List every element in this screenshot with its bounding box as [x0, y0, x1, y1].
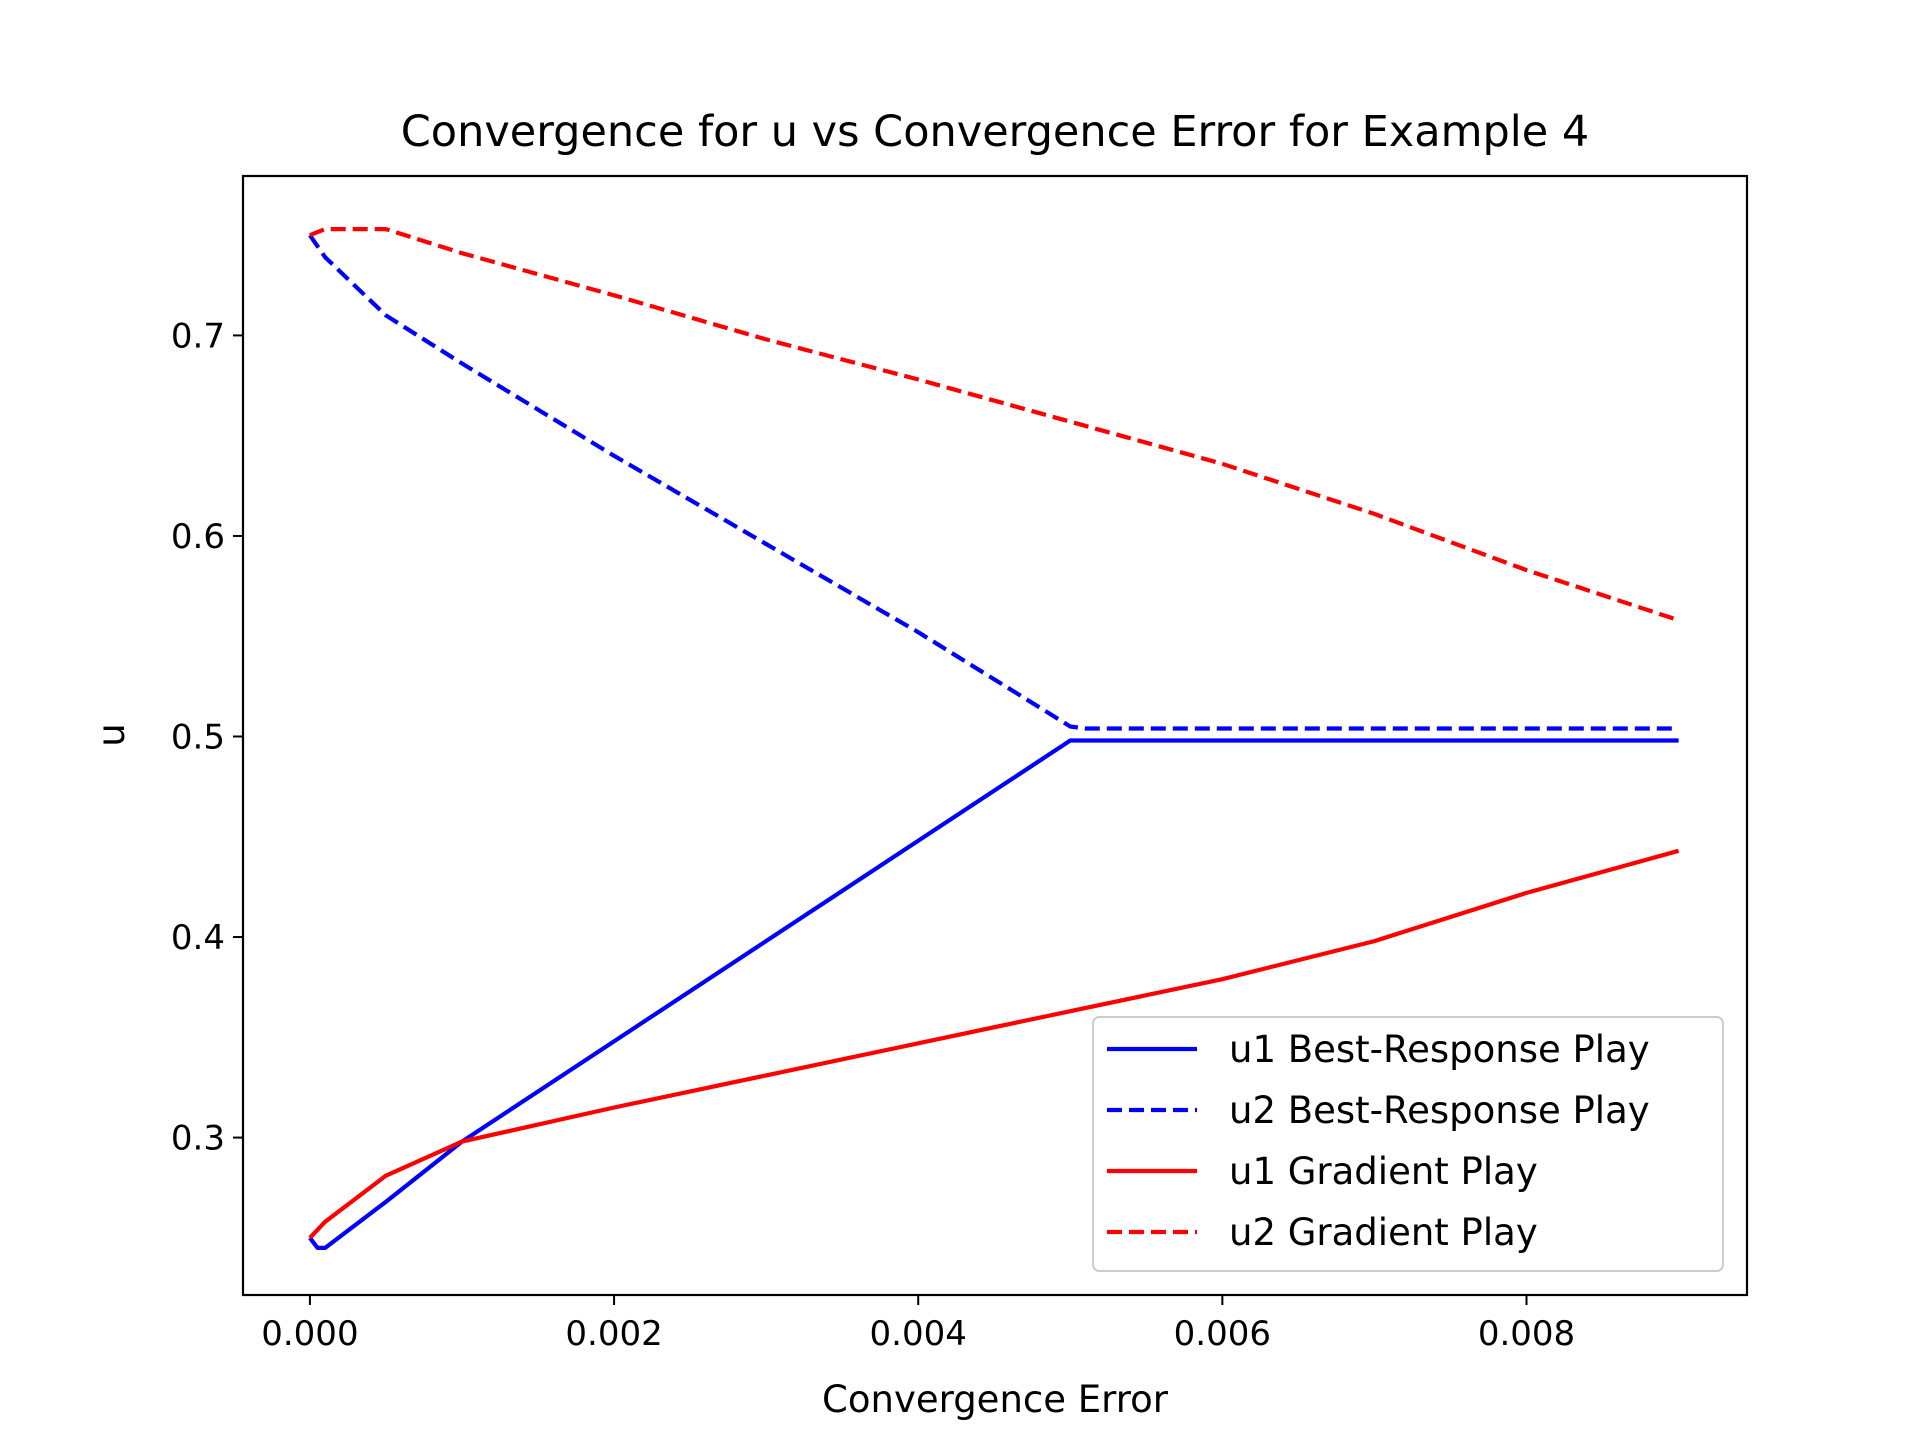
legend-label-u1-gradient-play: u1 Gradient Play — [1229, 1150, 1538, 1193]
y-tick-label: 0.4 — [171, 918, 225, 958]
x-tick-label: 0.006 — [1174, 1314, 1271, 1354]
x-tick-label: 0.000 — [261, 1314, 358, 1354]
x-tick-label: 0.004 — [870, 1314, 967, 1354]
series-line-u1-gradient-play — [308, 848, 1680, 1240]
y-tick-label: 0.6 — [171, 517, 225, 557]
y-tick-label: 0.5 — [171, 718, 225, 758]
y-axis: 0.3 0.4 0.5 0.6 0.7 — [171, 316, 243, 1159]
legend-label-u1-best-response-play: u1 Best-Response Play — [1229, 1028, 1650, 1071]
plot-frame — [241, 174, 1749, 1297]
x-axis-label: Convergence Error — [822, 1378, 1169, 1421]
y-tick-label: 0.3 — [171, 1119, 225, 1159]
series-line-u2-gradient-play — [309, 227, 1680, 623]
chart-title: Convergence for u vs Convergence Error f… — [401, 107, 1589, 157]
legend: u1 Best-Response Play u2 Best-Response Pl… — [1092, 1016, 1724, 1272]
plot-area — [308, 227, 1680, 1251]
legend-box — [1092, 1016, 1724, 1272]
legend-label-u2-best-response-play: u2 Best-Response Play — [1229, 1089, 1650, 1132]
legend-label-u2-gradient-play: u2 Gradient Play — [1229, 1211, 1538, 1254]
x-tick-label: 0.002 — [565, 1314, 662, 1354]
series-line-u2-best-response-play — [308, 234, 1679, 731]
y-tick-label: 0.7 — [171, 316, 225, 356]
x-axis: 0.000 0.002 0.004 0.006 0.008 — [261, 1295, 1575, 1354]
y-axis-label: u — [90, 723, 133, 746]
series-line-u1-best-response-play — [308, 738, 1679, 1251]
x-tick-label: 0.008 — [1478, 1314, 1575, 1354]
